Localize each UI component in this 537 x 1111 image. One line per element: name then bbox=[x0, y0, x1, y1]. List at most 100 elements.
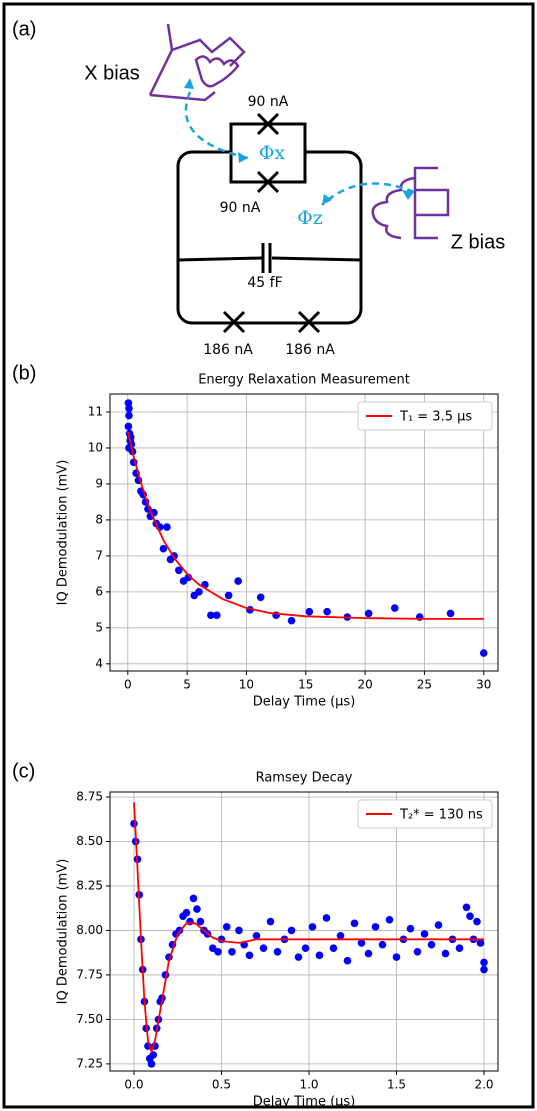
data-point bbox=[214, 947, 222, 956]
data-point bbox=[364, 949, 373, 958]
data-point bbox=[256, 593, 265, 602]
plot-frame bbox=[109, 393, 499, 672]
data-point bbox=[350, 919, 359, 928]
legend-label: T₁ = 3.5 μs bbox=[399, 410, 472, 425]
data-point bbox=[434, 921, 443, 929]
data-point bbox=[441, 949, 450, 958]
y-tick-label: 8 bbox=[95, 512, 103, 526]
data-point bbox=[455, 944, 464, 953]
plot-frame bbox=[109, 791, 499, 1072]
data-point bbox=[476, 939, 485, 947]
data-point bbox=[420, 930, 429, 938]
x-tick-label: 2.0 bbox=[474, 1078, 493, 1092]
chart-title: Energy Relaxation Measurement bbox=[198, 373, 410, 388]
data-point bbox=[273, 947, 282, 956]
y-tick-label: 4 bbox=[95, 656, 103, 670]
x-tick-label: 20 bbox=[357, 678, 372, 692]
x-axis-label: Delay Time (μs) bbox=[253, 1095, 356, 1110]
y-tick-label: 7.75 bbox=[76, 967, 103, 981]
data-point bbox=[305, 607, 314, 616]
data-point bbox=[234, 577, 242, 585]
x-tick-label: 10 bbox=[239, 678, 254, 692]
chart-title: Ramsey Decay bbox=[256, 771, 353, 786]
data-point bbox=[130, 819, 138, 828]
y-tick-label: 7.25 bbox=[76, 1056, 103, 1070]
data-point bbox=[182, 908, 191, 917]
y-axis-label: IQ Demodulation (mV) bbox=[56, 460, 71, 606]
circuit bbox=[148, 23, 450, 334]
data-point bbox=[195, 588, 203, 596]
y-tick-label: 7 bbox=[95, 548, 103, 562]
x-tick-label: 0 bbox=[124, 678, 132, 692]
data-point bbox=[147, 1060, 156, 1068]
data-point bbox=[163, 523, 171, 531]
data-point bbox=[462, 903, 471, 912]
y-tick-label: 5 bbox=[95, 620, 103, 634]
data-point bbox=[287, 616, 296, 625]
y-tick-label: 8.75 bbox=[76, 789, 103, 803]
data-point bbox=[308, 923, 317, 931]
y-tick-label: 10 bbox=[88, 440, 103, 454]
data-point bbox=[413, 947, 422, 956]
data-point bbox=[323, 607, 331, 616]
junction-label: 186 nA bbox=[285, 342, 335, 358]
data-point bbox=[322, 914, 331, 922]
phi-x: Φx bbox=[259, 142, 286, 164]
junction-label: 90 nA bbox=[220, 200, 261, 216]
data-point bbox=[175, 566, 183, 575]
data-point bbox=[222, 923, 231, 931]
data-point bbox=[480, 958, 488, 967]
legend-label: T₂* = 130 ns bbox=[399, 808, 483, 823]
x-tick-label: 30 bbox=[476, 678, 491, 692]
data-point bbox=[159, 544, 168, 553]
data-point bbox=[371, 923, 380, 931]
junction-label: 186 nA bbox=[203, 342, 253, 358]
data-point bbox=[196, 917, 205, 926]
x-tick-label: 1.5 bbox=[387, 1078, 406, 1092]
data-point bbox=[125, 404, 133, 413]
data-point bbox=[212, 611, 221, 620]
legend-box bbox=[357, 401, 493, 431]
z-bias-label: Z bias bbox=[451, 231, 505, 253]
x-bias-label: X bias bbox=[84, 62, 140, 84]
x-tick-label: 25 bbox=[417, 678, 432, 692]
fit-line bbox=[126, 431, 484, 620]
data-point bbox=[390, 604, 399, 612]
data-point bbox=[266, 917, 275, 926]
legend-box bbox=[357, 799, 493, 829]
data-point bbox=[287, 926, 296, 935]
data-point bbox=[446, 609, 455, 618]
data-point bbox=[364, 609, 373, 618]
panel-label: (a) bbox=[12, 18, 36, 40]
data-point bbox=[357, 939, 366, 947]
data-point bbox=[259, 944, 268, 953]
data-point bbox=[329, 944, 338, 953]
data-point bbox=[480, 965, 488, 974]
data-point bbox=[252, 931, 261, 940]
y-tick-label: 7.50 bbox=[76, 1012, 103, 1026]
data-point bbox=[336, 931, 345, 940]
y-tick-label: 6 bbox=[95, 584, 103, 598]
data-point bbox=[124, 422, 133, 431]
fit-line bbox=[133, 802, 484, 1055]
data-point bbox=[406, 924, 415, 933]
x-tick-label: 15 bbox=[298, 678, 313, 692]
panel-label: (c) bbox=[12, 760, 35, 782]
x-tick-label: 5 bbox=[183, 678, 191, 692]
data-point bbox=[189, 894, 198, 903]
data-point bbox=[245, 951, 254, 960]
y-tick-label: 8.00 bbox=[76, 923, 103, 937]
data-point bbox=[427, 940, 436, 949]
y-tick-label: 11 bbox=[88, 404, 103, 418]
data-point bbox=[193, 905, 201, 913]
junction-label: 90 nA bbox=[248, 94, 289, 110]
data-point bbox=[385, 915, 394, 924]
x-tick-label: 0.5 bbox=[212, 1078, 231, 1092]
panel-label: (b) bbox=[12, 362, 36, 384]
y-axis-label: IQ Demodulation (mV) bbox=[56, 859, 71, 1005]
x-tick-label: 1.0 bbox=[299, 1078, 318, 1092]
y-tick-label: 9 bbox=[95, 476, 103, 490]
data-point bbox=[392, 953, 401, 961]
data-point bbox=[294, 953, 303, 961]
